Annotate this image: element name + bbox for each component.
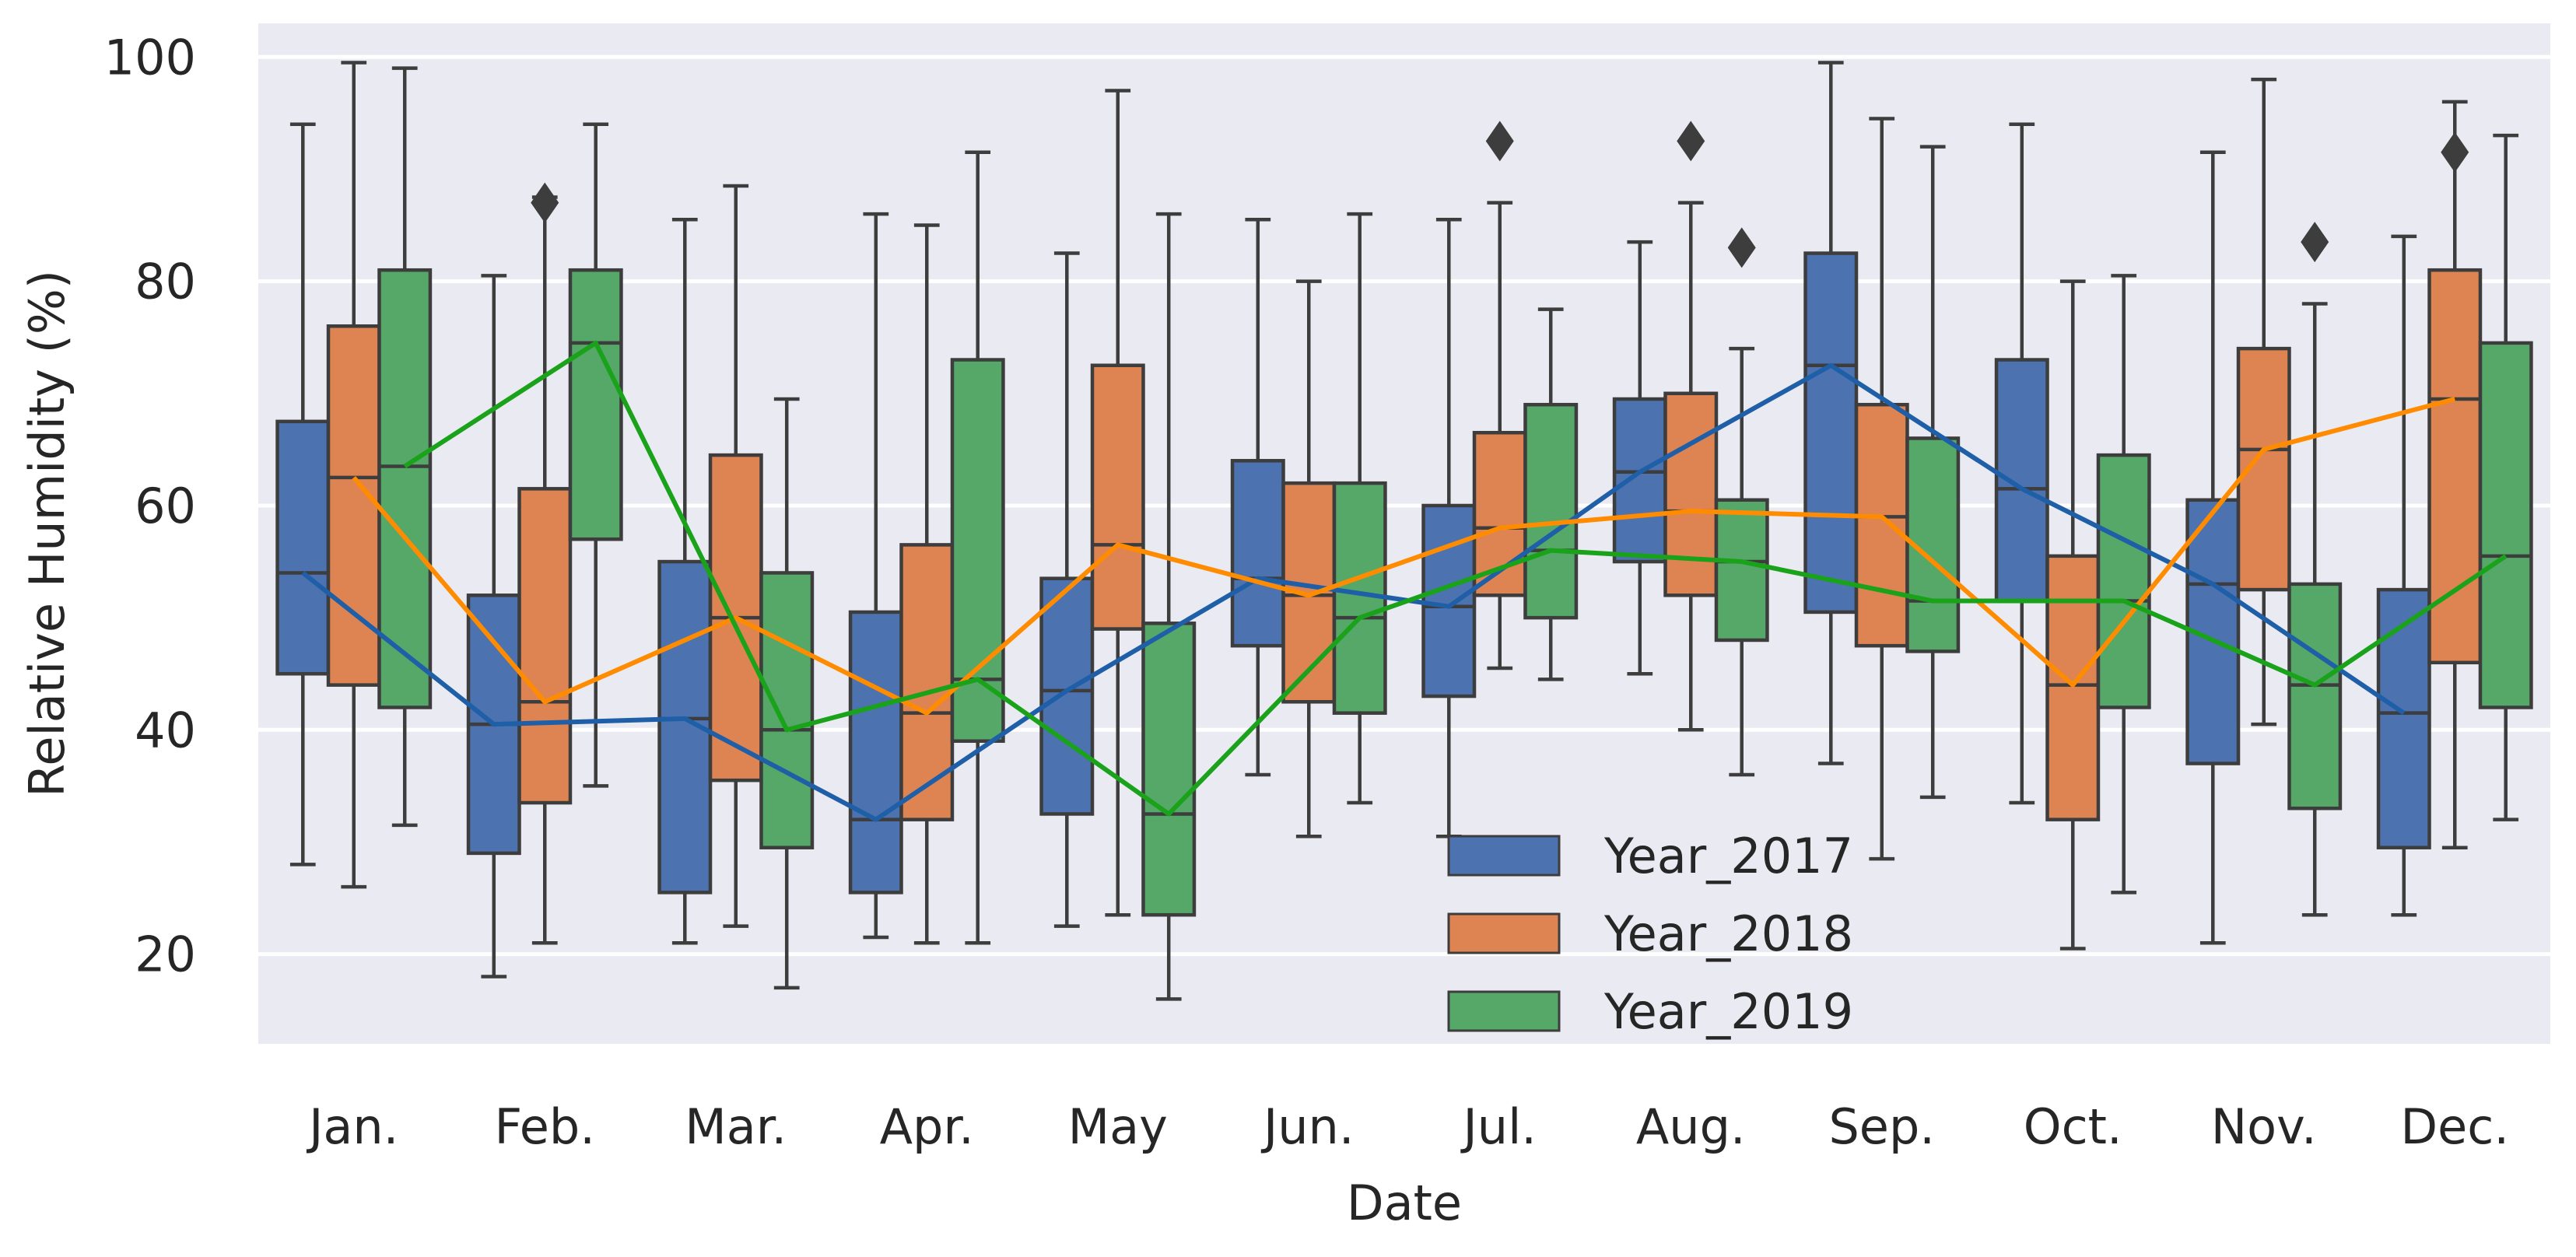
legend-swatch (1447, 835, 1561, 877)
box-body (568, 268, 623, 541)
box-body (2376, 587, 2431, 849)
box-body (1421, 503, 1477, 699)
box-year_2017-jan (275, 122, 331, 867)
box-body (2096, 453, 2151, 709)
box-body (1612, 397, 1667, 564)
outlier-marker (1727, 227, 1756, 268)
trend-line-year_2017 (301, 362, 2406, 822)
box-year_2017-sep (1803, 61, 1859, 765)
x-axis-ticks: Jan. Feb. Mar. Apr. May Jun. Jul. Aug. Sep. Oct. N… (306, 1098, 2509, 1155)
box-body (517, 487, 573, 805)
box-year_2017-jul (1421, 218, 1477, 839)
box-year_2019-jul (1523, 307, 1579, 681)
box-body (2287, 582, 2343, 811)
x-axis-label: Date (1347, 1175, 1462, 1231)
box-body (1663, 391, 1719, 597)
legend-swatch (1447, 990, 1561, 1032)
legend-item-year_2017: Year_2017 (1447, 828, 1853, 884)
x-tick-label-nov: Nov. (2211, 1098, 2317, 1155)
box-year_2019-oct (2096, 274, 2151, 895)
box-body (1039, 576, 1095, 816)
outlier-marker (2301, 222, 2329, 263)
box-year_2018-feb (517, 182, 573, 945)
box-year_2019-jun (1332, 212, 1387, 805)
box-body (1854, 402, 1909, 648)
y-tick-label-40: 40 (135, 702, 196, 758)
box-year_2019-may (1141, 212, 1197, 1001)
outlier-marker (1485, 121, 1514, 162)
box-body (1994, 358, 2049, 603)
x-tick-label-aug: Aug. (1636, 1098, 1746, 1155)
box-year_2017-may (1039, 251, 1095, 928)
box-body (1141, 621, 1197, 917)
box-body (899, 543, 955, 821)
x-tick-label-feb: Feb. (495, 1098, 595, 1155)
box-year_2019-dec (2478, 133, 2533, 821)
trend-line-year_2019 (403, 340, 2508, 817)
box-body (2427, 268, 2483, 665)
y-tick-label-80: 80 (135, 254, 196, 310)
trend-lines (301, 340, 2508, 822)
legend-item-year_2018: Year_2018 (1447, 905, 1853, 962)
outlier-marker (1677, 121, 1705, 162)
box-body (1803, 251, 1859, 614)
y-tick-label-20: 20 (135, 926, 196, 983)
legend-swatch (1447, 912, 1561, 954)
box-body (275, 419, 331, 676)
box-body (1332, 481, 1387, 715)
box-year_2018-dec (2427, 100, 2483, 849)
box-body (2236, 346, 2291, 592)
legend-label: Year_2018 (1603, 905, 1853, 962)
x-tick-label-mar: Mar. (685, 1098, 787, 1155)
y-axis-label: Relative Humidity (%) (19, 270, 75, 797)
x-tick-label-sep: Sep. (1828, 1098, 1935, 1155)
box-body (2045, 554, 2101, 821)
box-year_2019-aug (1714, 227, 1769, 777)
box-body (759, 571, 815, 849)
outlier-marker (531, 182, 559, 223)
box-year_2017-jun (1230, 218, 1285, 777)
legend-item-year_2019: Year_2019 (1447, 983, 1853, 1040)
box-body (1523, 402, 1579, 620)
plot-background (258, 23, 2550, 1044)
box-year_2017-aug (1612, 240, 1667, 676)
x-tick-label-jan: Jan. (306, 1098, 398, 1155)
box-body (1714, 498, 1769, 643)
y-tick-label-100: 100 (104, 29, 196, 86)
trend-line-year_2018 (352, 397, 2456, 716)
box-year_2019-jan (377, 66, 433, 828)
box-body (848, 610, 903, 895)
x-tick-label-dec: Dec. (2400, 1098, 2509, 1155)
box-body (1090, 363, 1145, 631)
grid-lines (258, 54, 2550, 957)
box-year_2019-nov (2287, 222, 2343, 917)
box-body (1230, 459, 1285, 648)
x-tick-label-apr: Apr. (880, 1098, 974, 1155)
x-tick-label-oct: Oct. (2024, 1098, 2122, 1155)
x-tick-label-may: May (1068, 1098, 1168, 1155)
y-axis-ticks: 20 40 60 80 100 (104, 29, 196, 982)
box-year_2019-feb (568, 122, 623, 788)
outlier-marker (2441, 131, 2469, 173)
box-year_2018-nov (2236, 77, 2291, 727)
x-tick-label-jul: Jul. (1460, 1098, 1537, 1155)
legend: Year_2017 Year_2018 Year_2019 (1447, 828, 1853, 1040)
box-body (326, 324, 381, 687)
y-tick-label-60: 60 (135, 478, 196, 534)
legend-label: Year_2019 (1603, 983, 1853, 1040)
legend-label: Year_2017 (1603, 828, 1853, 884)
box-body (2478, 341, 2533, 709)
box-year_2018-sep (1854, 117, 1909, 861)
box-body (377, 268, 433, 709)
box-year_2019-mar (759, 397, 815, 990)
box-year_2018-may (1090, 89, 1145, 917)
x-tick-label-jun: Jun. (1260, 1098, 1355, 1155)
